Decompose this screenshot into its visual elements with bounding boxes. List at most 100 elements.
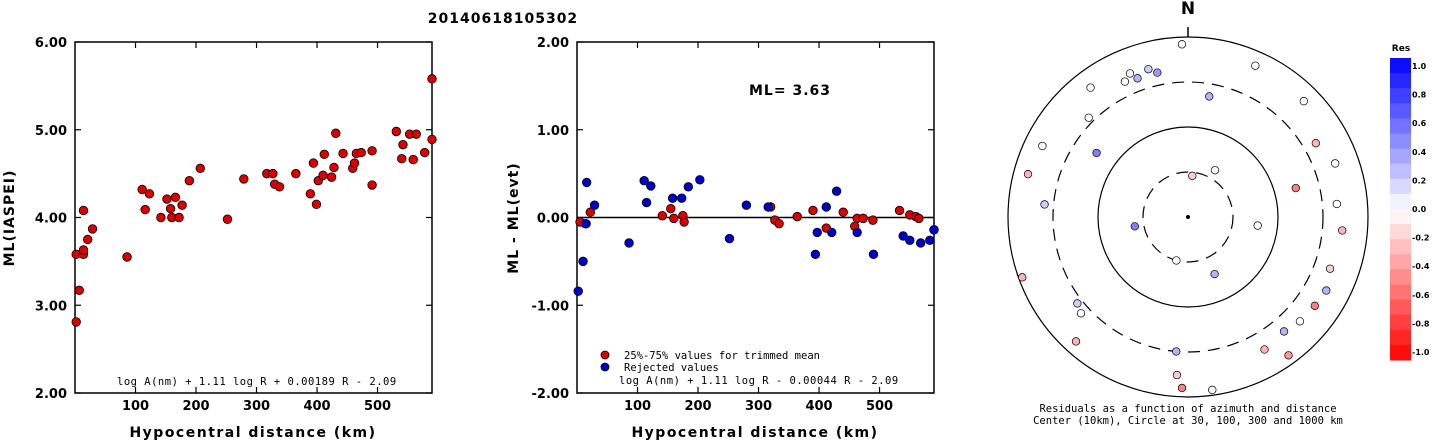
data-point: [639, 175, 649, 186]
colorbar-tick-label: 0.8: [1412, 91, 1427, 100]
data-point: [411, 129, 421, 139]
legend-label-rejected: Rejected values: [624, 362, 719, 374]
data-point: [318, 170, 328, 181]
station-point: [1251, 61, 1260, 70]
caption-line-1: Residuals as a function of azimuth and d…: [1039, 403, 1336, 415]
y-tick-label: -2.00: [532, 387, 569, 402]
station-point: [1018, 273, 1027, 282]
data-point: [427, 134, 437, 145]
formula-label: log A(nm) + 1.11 log R - 0.00044 R - 2.0…: [619, 375, 899, 387]
y-tick-label: -1.00: [532, 299, 569, 314]
data-point: [156, 212, 166, 223]
x-tick-label: 500: [364, 399, 391, 414]
data-point: [676, 193, 687, 203]
colorbar-segment: [1390, 193, 1411, 210]
ml-residual-panel: 100 200 300 400 500 -2.00 -1.00 0.00 1.00 2.00 ML…: [506, 36, 939, 441]
station-point: [1086, 83, 1095, 92]
ring-30km: [1142, 171, 1234, 263]
colorbar-segment: [1390, 148, 1411, 165]
axis-ticks: 100 200 300 400 500 -2.00 -1.00 0.00 1.00 2.00: [532, 36, 934, 414]
data-point: [165, 204, 176, 214]
station-point: [1205, 92, 1214, 101]
data-point: [695, 175, 705, 185]
y-tick-label: 6.00: [35, 36, 67, 51]
x-tick-label: 300: [745, 399, 772, 414]
colorbar-tick-label: -1.0: [1412, 348, 1430, 357]
station-point: [1038, 141, 1047, 151]
data-point: [184, 175, 195, 186]
data-point: [667, 193, 678, 203]
data-point: [268, 168, 278, 179]
data-point: [898, 231, 908, 241]
data-point: [329, 162, 339, 173]
station-point: [1133, 74, 1142, 83]
data-point: [578, 256, 588, 267]
station-point: [1299, 97, 1308, 106]
station-points: [1018, 40, 1347, 395]
station-point: [1331, 159, 1340, 168]
station-point: [1332, 199, 1341, 209]
data-point: [162, 194, 172, 204]
data-point: [831, 186, 842, 196]
colorbar-segment: [1390, 224, 1411, 240]
station-point: [1177, 40, 1187, 49]
colorbar-title: Res: [1392, 44, 1410, 54]
data-point: [71, 317, 81, 327]
data-point: [624, 238, 634, 248]
data-point: [274, 182, 285, 192]
data-points: [71, 74, 437, 327]
station-point: [1071, 337, 1081, 346]
colorbar-segment: [1390, 314, 1411, 331]
colorbar-segment: [1390, 344, 1411, 361]
data-point: [398, 139, 408, 150]
y-tick-label: 1.00: [537, 124, 569, 139]
data-point: [195, 163, 205, 174]
ml-annotation: ML= 3.63: [749, 83, 831, 99]
station-point: [1338, 226, 1347, 235]
data-point: [291, 168, 301, 179]
x-tick-label: 200: [684, 399, 711, 414]
colorbar-segment: [1390, 103, 1411, 119]
colorbar-tick-label: -0.8: [1412, 319, 1430, 328]
colorbar-segment: [1390, 329, 1411, 346]
x-tick-label: 100: [122, 399, 149, 414]
data-point: [174, 212, 184, 223]
data-point: [408, 154, 418, 165]
data-point: [581, 177, 592, 188]
formula-label: log A(nm) + 1.11 log R + 0.00189 R - 2.0…: [117, 376, 397, 388]
colorbar-segment: [1390, 88, 1411, 104]
x-tick-label: 500: [866, 399, 893, 414]
y-tick-label: 5.00: [35, 124, 67, 139]
station-point: [1084, 113, 1093, 122]
data-point: [338, 148, 348, 159]
colorbar-segment: [1390, 163, 1411, 180]
colorbar-segment: [1390, 239, 1411, 255]
data-point: [810, 249, 821, 260]
station-point: [1040, 200, 1049, 209]
data-point: [852, 227, 862, 238]
data-point: [580, 218, 591, 229]
station-point: [1144, 65, 1153, 74]
y-tick-label: 2.00: [537, 36, 569, 51]
station-point: [1188, 171, 1197, 180]
data-point: [925, 235, 935, 246]
data-point: [821, 202, 831, 212]
station-point: [1210, 166, 1220, 175]
figure-title: 20140618105302: [428, 11, 578, 27]
station-point: [1325, 264, 1335, 273]
x-tick-label: 300: [243, 399, 270, 414]
data-point: [666, 204, 676, 214]
station-point: [1073, 299, 1082, 308]
station-point: [1291, 183, 1300, 193]
data-point: [774, 218, 784, 229]
azimuth-residual-panel: N Residuals as a function of azimuth and…: [1007, 0, 1430, 427]
data-point: [808, 205, 818, 216]
colorbar-tick-label: -0.2: [1412, 234, 1430, 243]
x-tick-label: 200: [182, 399, 209, 414]
y-tick-label: 4.00: [35, 212, 67, 227]
epicenter-marker: [1186, 215, 1190, 219]
data-point: [326, 172, 337, 182]
data-point: [929, 225, 939, 235]
data-point: [305, 189, 316, 199]
station-point: [1172, 256, 1181, 265]
